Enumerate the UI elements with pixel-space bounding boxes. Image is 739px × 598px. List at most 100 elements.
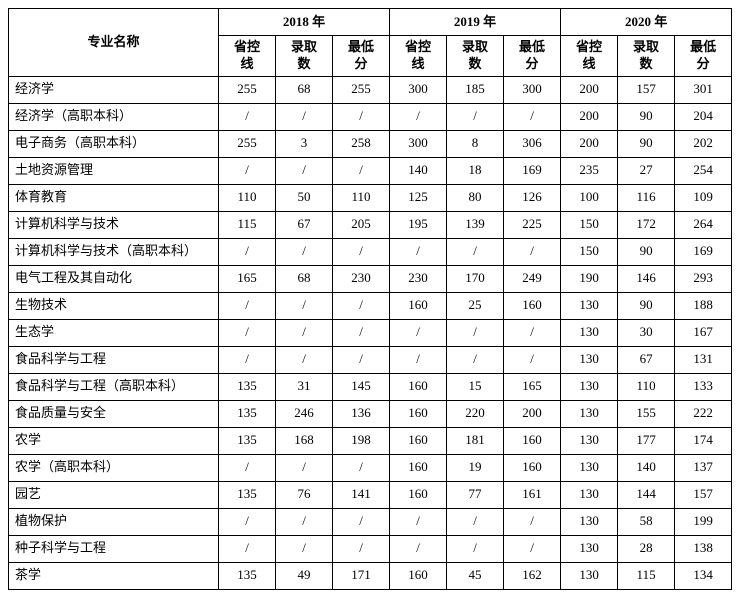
value-cell: 185 bbox=[447, 76, 504, 103]
major-cell: 食品质量与安全 bbox=[9, 400, 219, 427]
value-cell: 300 bbox=[390, 76, 447, 103]
value-cell: 109 bbox=[675, 184, 732, 211]
table-row: 植物保护//////13058199 bbox=[9, 508, 732, 535]
value-cell: 116 bbox=[618, 184, 675, 211]
value-cell: / bbox=[276, 454, 333, 481]
value-cell: 133 bbox=[675, 373, 732, 400]
value-cell: 68 bbox=[276, 76, 333, 103]
value-cell: 110 bbox=[618, 373, 675, 400]
table-row: 茶学1354917116045162130115134 bbox=[9, 562, 732, 589]
value-cell: / bbox=[390, 535, 447, 562]
value-cell: 126 bbox=[504, 184, 561, 211]
value-cell: / bbox=[333, 346, 390, 373]
value-cell: 25 bbox=[447, 292, 504, 319]
value-cell: / bbox=[390, 508, 447, 535]
value-cell: / bbox=[447, 508, 504, 535]
value-cell: 171 bbox=[333, 562, 390, 589]
header-sub: 省控线 bbox=[219, 36, 276, 77]
value-cell: 130 bbox=[561, 427, 618, 454]
value-cell: 141 bbox=[333, 481, 390, 508]
value-cell: 140 bbox=[618, 454, 675, 481]
value-cell: 300 bbox=[390, 130, 447, 157]
value-cell: / bbox=[504, 238, 561, 265]
table-row: 土地资源管理///1401816923527254 bbox=[9, 157, 732, 184]
value-cell: 157 bbox=[675, 481, 732, 508]
value-cell: 155 bbox=[618, 400, 675, 427]
value-cell: / bbox=[504, 346, 561, 373]
value-cell: 255 bbox=[219, 76, 276, 103]
value-cell: 45 bbox=[447, 562, 504, 589]
major-cell: 园艺 bbox=[9, 481, 219, 508]
value-cell: 255 bbox=[219, 130, 276, 157]
value-cell: 264 bbox=[675, 211, 732, 238]
value-cell: / bbox=[504, 103, 561, 130]
value-cell: 160 bbox=[504, 427, 561, 454]
value-cell: / bbox=[504, 319, 561, 346]
value-cell: 230 bbox=[333, 265, 390, 292]
value-cell: 255 bbox=[333, 76, 390, 103]
table-row: 计算机科学与技术11567205195139225150172264 bbox=[9, 211, 732, 238]
value-cell: 188 bbox=[675, 292, 732, 319]
header-sub: 最低分 bbox=[333, 36, 390, 77]
table-row: 体育教育1105011012580126100116109 bbox=[9, 184, 732, 211]
value-cell: 230 bbox=[390, 265, 447, 292]
value-cell: 162 bbox=[504, 562, 561, 589]
value-cell: 100 bbox=[561, 184, 618, 211]
value-cell: / bbox=[390, 238, 447, 265]
table-row: 食品质量与安全135246136160220200130155222 bbox=[9, 400, 732, 427]
value-cell: 249 bbox=[504, 265, 561, 292]
value-cell: / bbox=[219, 238, 276, 265]
value-cell: 49 bbox=[276, 562, 333, 589]
value-cell: 130 bbox=[561, 508, 618, 535]
header-sub: 录取数 bbox=[276, 36, 333, 77]
major-cell: 植物保护 bbox=[9, 508, 219, 535]
value-cell: 145 bbox=[333, 373, 390, 400]
header-sub: 最低分 bbox=[675, 36, 732, 77]
major-cell: 经济学（高职本科） bbox=[9, 103, 219, 130]
major-cell: 电气工程及其自动化 bbox=[9, 265, 219, 292]
value-cell: 160 bbox=[390, 427, 447, 454]
header-year-2020: 2020 年 bbox=[561, 9, 732, 36]
value-cell: 200 bbox=[561, 130, 618, 157]
header-sub: 最低分 bbox=[504, 36, 561, 77]
value-cell: 140 bbox=[390, 157, 447, 184]
value-cell: 67 bbox=[276, 211, 333, 238]
value-cell: 160 bbox=[390, 400, 447, 427]
value-cell: 130 bbox=[561, 535, 618, 562]
header-sub: 录取数 bbox=[618, 36, 675, 77]
value-cell: / bbox=[333, 319, 390, 346]
value-cell: 167 bbox=[675, 319, 732, 346]
value-cell: 200 bbox=[561, 76, 618, 103]
table-row: 电气工程及其自动化16568230230170249190146293 bbox=[9, 265, 732, 292]
value-cell: / bbox=[333, 157, 390, 184]
value-cell: 190 bbox=[561, 265, 618, 292]
value-cell: 31 bbox=[276, 373, 333, 400]
value-cell: 130 bbox=[561, 373, 618, 400]
value-cell: 8 bbox=[447, 130, 504, 157]
value-cell: 144 bbox=[618, 481, 675, 508]
value-cell: 18 bbox=[447, 157, 504, 184]
table-row: 食品科学与工程//////13067131 bbox=[9, 346, 732, 373]
table-row: 计算机科学与技术（高职本科）//////15090169 bbox=[9, 238, 732, 265]
value-cell: 168 bbox=[276, 427, 333, 454]
major-cell: 计算机科学与技术（高职本科） bbox=[9, 238, 219, 265]
value-cell: 169 bbox=[504, 157, 561, 184]
header-major: 专业名称 bbox=[9, 9, 219, 77]
value-cell: 199 bbox=[675, 508, 732, 535]
value-cell: 139 bbox=[447, 211, 504, 238]
major-cell: 经济学 bbox=[9, 76, 219, 103]
value-cell: 293 bbox=[675, 265, 732, 292]
value-cell: 136 bbox=[333, 400, 390, 427]
value-cell: 225 bbox=[504, 211, 561, 238]
value-cell: 80 bbox=[447, 184, 504, 211]
value-cell: 115 bbox=[618, 562, 675, 589]
value-cell: / bbox=[447, 535, 504, 562]
value-cell: 157 bbox=[618, 76, 675, 103]
value-cell: 135 bbox=[219, 373, 276, 400]
header-sub: 录取数 bbox=[447, 36, 504, 77]
value-cell: 130 bbox=[561, 346, 618, 373]
value-cell: / bbox=[333, 238, 390, 265]
value-cell: 50 bbox=[276, 184, 333, 211]
value-cell: 110 bbox=[219, 184, 276, 211]
major-cell: 茶学 bbox=[9, 562, 219, 589]
